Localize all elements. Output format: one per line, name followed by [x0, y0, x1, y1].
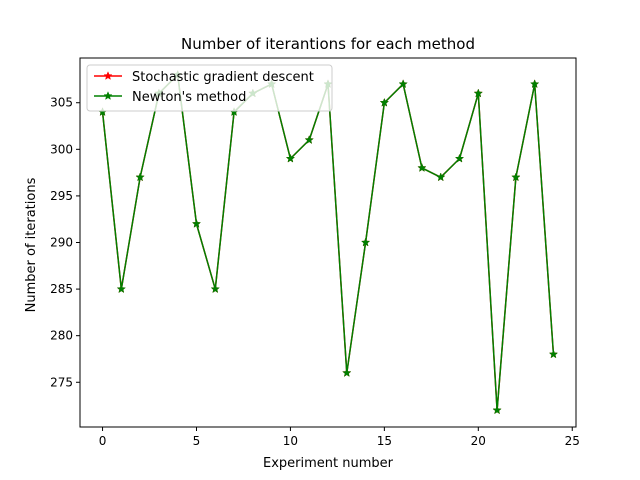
data-point [304, 135, 314, 144]
y-axis: 275 280 285 290 295 300 305 [50, 96, 80, 389]
x-axis-title: Experiment number [263, 456, 394, 471]
x-axis: 0 5 10 15 20 25 [99, 427, 580, 448]
x-tick-label: 5 [193, 434, 201, 448]
data-point [548, 349, 559, 359]
y-tick-label: 290 [50, 236, 73, 250]
data-point [285, 153, 296, 163]
x-tick-label: 20 [471, 434, 486, 448]
x-tick-label: 0 [99, 434, 107, 448]
legend-label: Stochastic gradient descent [132, 70, 314, 85]
plot-background [80, 58, 576, 427]
y-tick-label: 305 [50, 96, 73, 110]
y-axis-title: Number of iterations [24, 177, 39, 312]
data-point [436, 172, 446, 182]
data-point [191, 218, 202, 228]
data-point [379, 97, 390, 107]
legend-swatch-marker [103, 71, 113, 80]
legend-box [86, 64, 333, 112]
y-tick-label: 280 [50, 329, 73, 343]
data-point [398, 79, 408, 89]
x-tick-label: 25 [565, 434, 580, 448]
legend: Stochastic gradient descent Newton's meth… [86, 64, 333, 112]
data-point [417, 163, 427, 172]
data-point [473, 88, 483, 98]
data-point [210, 284, 220, 294]
plot-frame [79, 57, 577, 428]
plot-area [80, 58, 576, 427]
y-tick-label: 300 [50, 142, 73, 156]
data-point [342, 368, 352, 377]
x-tick-label: 15 [377, 434, 392, 448]
data-point [116, 284, 126, 294]
data-point [135, 172, 145, 182]
y-tick-label: 295 [50, 189, 73, 203]
data-point [492, 405, 502, 415]
y-tick-label: 275 [50, 375, 73, 389]
legend-label: Newton's method [132, 90, 246, 105]
chart-title: Number of iterantions for each method [181, 35, 475, 53]
data-point [530, 79, 540, 89]
data-point [360, 237, 371, 247]
data-point [454, 153, 465, 163]
legend-swatch-marker [103, 91, 113, 100]
data-point [511, 172, 521, 182]
y-tick-label: 285 [50, 282, 73, 296]
x-tick-label: 10 [283, 434, 298, 448]
